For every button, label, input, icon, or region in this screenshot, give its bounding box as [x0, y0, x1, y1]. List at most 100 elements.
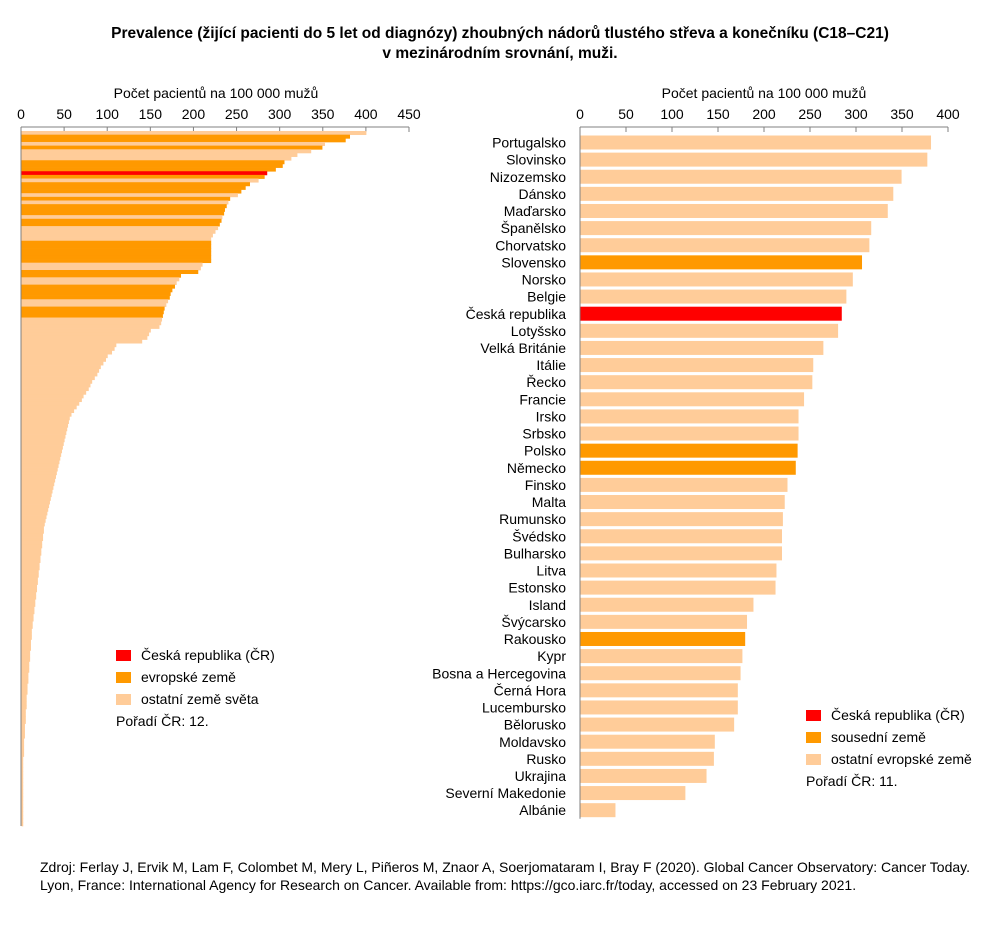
legend-item-europe: evropské země: [116, 666, 275, 688]
left-bar: [21, 723, 25, 728]
left-bar: [21, 489, 53, 494]
category-label: Portugalsko: [492, 135, 566, 151]
left-bar: [21, 588, 38, 593]
right-bar: [580, 666, 741, 681]
category-label: Dánsko: [519, 186, 567, 202]
category-label: Slovensko: [501, 254, 566, 270]
left-bar: [21, 584, 38, 589]
left-bar: [21, 354, 108, 359]
left-bar: [21, 679, 29, 684]
right-bar: [580, 169, 902, 184]
left-bar: [21, 796, 24, 801]
left-bar: [21, 573, 39, 578]
category-label: Severní Makedonie: [445, 785, 566, 801]
legend-swatch-neighbour: [806, 731, 821, 743]
left-bar: [21, 215, 223, 220]
left-bar: [21, 687, 28, 692]
left-bar: [21, 368, 100, 373]
left-bar: [21, 800, 24, 805]
right-bar: [580, 614, 748, 629]
right-bar: [580, 135, 932, 150]
left-tick-label: 0: [17, 106, 25, 122]
right-tick-label: 250: [798, 106, 822, 122]
left-bar: [21, 591, 37, 596]
left-bar: [21, 661, 30, 666]
left-bar: [21, 255, 212, 260]
category-label: Chorvatsko: [495, 237, 566, 253]
category-label: Kypr: [537, 648, 566, 664]
left-bar: [21, 760, 24, 765]
legend-item-neighbour: sousední země: [806, 726, 972, 748]
left-bar: [21, 456, 61, 461]
left-tick-label: 100: [96, 106, 120, 122]
left-bar: [21, 676, 29, 681]
category-label: Černá Hora: [494, 682, 567, 698]
chart-title-line2: v mezinárodním srovnání, muži.: [382, 45, 618, 62]
left-bar: [21, 332, 150, 337]
legend-item-world: ostatní země světa: [116, 688, 275, 710]
left-bar: [21, 548, 42, 553]
legend-item-cz: Česká republika (ČR): [116, 644, 275, 666]
right-tick-label: 0: [576, 106, 584, 122]
category-label: Nizozemsko: [490, 169, 566, 185]
left-bar: [21, 665, 30, 670]
left-bar: [21, 434, 66, 439]
category-label: Ukrajina: [515, 768, 567, 784]
left-bar: [21, 749, 25, 754]
category-label: Španělsko: [501, 220, 567, 236]
right-bar: [580, 563, 777, 578]
left-bar: [21, 449, 63, 454]
left-bar: [21, 259, 212, 264]
left-bar: [21, 270, 199, 275]
legend-swatch-other-europe: [806, 753, 821, 765]
right-bar: [580, 221, 872, 236]
left-bar: [21, 365, 101, 370]
right-bar: [580, 546, 782, 561]
right-bar: [580, 409, 799, 424]
left-bar: [21, 156, 292, 161]
left-bar: [21, 343, 117, 348]
right-bar: [580, 803, 616, 818]
category-label: Polsko: [524, 443, 566, 459]
category-label: Lucembursko: [482, 700, 566, 716]
left-bar: [21, 741, 25, 746]
right-bar: [580, 358, 814, 373]
category-label: Malta: [532, 494, 566, 510]
left-bar: [21, 237, 212, 242]
left-bar: [21, 339, 143, 344]
right-bar: [580, 460, 796, 475]
left-bar: [21, 317, 163, 322]
left-bar: [21, 807, 24, 812]
left-bar: [21, 204, 227, 209]
category-label: Estonsko: [508, 580, 566, 596]
left-bar: [21, 248, 212, 253]
left-bar: [21, 189, 242, 194]
left-bar: [21, 752, 25, 757]
category-label: Česká republika: [466, 306, 567, 322]
left-bar: [21, 218, 222, 223]
left-bar: [21, 467, 58, 472]
left-bar: [21, 719, 26, 724]
right-bar: [580, 768, 707, 783]
left-bar: [21, 229, 216, 234]
left-bar: [21, 727, 25, 732]
left-tick-label: 250: [225, 106, 249, 122]
left-bar: [21, 639, 31, 644]
left-bar: [21, 672, 29, 677]
category-label: Maďarsko: [504, 203, 567, 219]
left-bar: [21, 280, 177, 285]
right-bar: [580, 649, 743, 664]
left-bar: [21, 361, 104, 366]
left-bar: [21, 815, 24, 820]
left-tick-label: 150: [139, 106, 163, 122]
category-label: Srbsko: [522, 426, 566, 442]
left-bar: [21, 244, 212, 249]
left-bar: [21, 149, 312, 154]
right-bar: [580, 443, 798, 458]
category-label: Finsko: [525, 477, 566, 493]
right-bar: [580, 426, 799, 441]
left-bar: [21, 635, 32, 640]
left-bar: [21, 782, 24, 787]
right-bar: [580, 529, 782, 544]
